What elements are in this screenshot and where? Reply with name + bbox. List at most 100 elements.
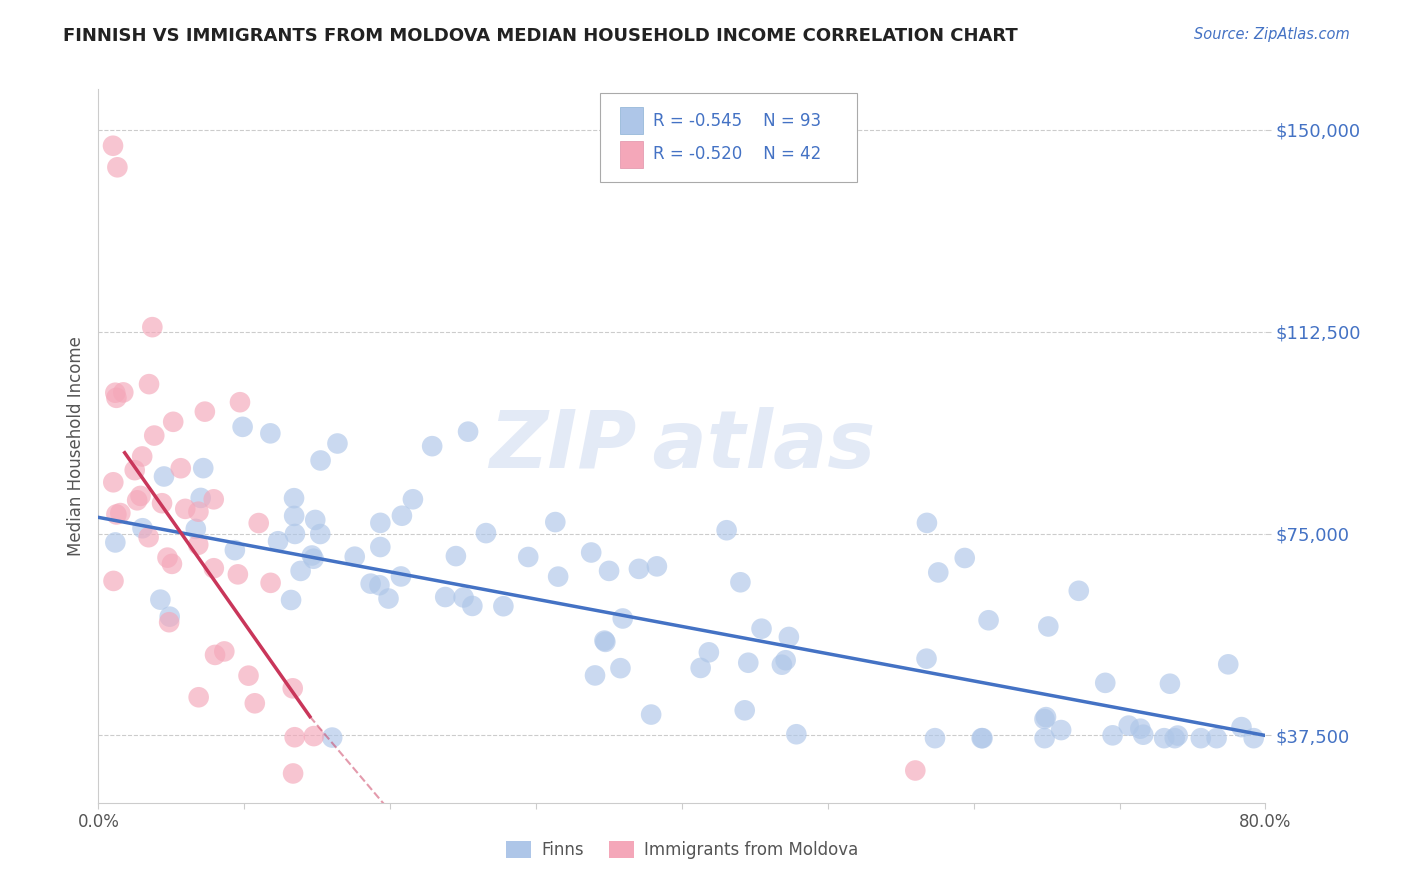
Text: FINNISH VS IMMIGRANTS FROM MOLDOVA MEDIAN HOUSEHOLD INCOME CORRELATION CHART: FINNISH VS IMMIGRANTS FROM MOLDOVA MEDIA… [63,27,1018,45]
Bar [620,141,644,168]
Point [775,653,797,667]
Point [187,690,209,705]
Point [124,463,146,477]
Point [689,661,711,675]
Point [1189,731,1212,746]
Point [224,543,246,558]
Point [970,731,993,746]
Point [187,538,209,552]
Text: Source: ZipAtlas.com: Source: ZipAtlas.com [1194,27,1350,42]
Point [1230,720,1253,734]
Point [785,727,807,741]
Text: R = -0.520    N = 42: R = -0.520 N = 42 [652,145,821,163]
Point [104,535,127,549]
Point [105,508,128,522]
Point [283,508,305,523]
Point [301,549,323,563]
Point [304,513,326,527]
Point [444,549,467,563]
Point [174,501,197,516]
Point [1038,619,1060,633]
Point [290,564,312,578]
Point [598,564,620,578]
Point [1132,728,1154,742]
Point [149,592,172,607]
Point [202,561,225,575]
Point [238,668,260,682]
Point [915,516,938,530]
Point [112,385,135,400]
Point [927,566,949,580]
Point [737,656,759,670]
Point [259,575,281,590]
Point [184,522,207,536]
Point [214,644,236,658]
Point [302,729,325,743]
Point [103,475,125,490]
Point [420,439,443,453]
Point [391,508,413,523]
Point [1094,676,1116,690]
Point [434,590,457,604]
Point [1164,731,1187,746]
Point [232,420,254,434]
Point [104,385,127,400]
Point [284,527,307,541]
Point [103,574,125,588]
Point [1118,718,1140,732]
Point [150,496,173,510]
Point [259,426,281,441]
Point [281,766,304,780]
Point [160,557,183,571]
Point [194,404,217,418]
Point [1153,731,1175,746]
Point [778,630,800,644]
Point [283,491,305,506]
Point [904,764,927,778]
Point [953,551,976,566]
Point [609,661,631,675]
Point [475,526,498,541]
Point [187,505,209,519]
Point [309,527,332,541]
Point [547,569,569,583]
Point [131,521,153,535]
Point [309,453,332,467]
Point [229,395,252,409]
Point [157,615,180,630]
Point [156,550,179,565]
Point [243,696,266,710]
Point [131,450,153,464]
Point [280,593,302,607]
Point [1243,731,1265,746]
Point [457,425,479,439]
Point [697,645,720,659]
Point [1167,729,1189,743]
Point [716,523,738,537]
Point [302,551,325,566]
Point [770,657,793,672]
Point [284,730,307,744]
Point [734,703,756,717]
Point [730,575,752,590]
Point [368,578,391,592]
Point [1129,722,1152,736]
Point [204,648,226,662]
Point [389,569,412,583]
Point [517,549,540,564]
Point [170,461,193,475]
Point [138,530,160,544]
Point [110,506,132,520]
Point [1033,731,1056,746]
Point [544,515,567,529]
Point [105,161,128,175]
Point [226,567,249,582]
Point [377,591,399,606]
Point [1205,731,1227,746]
Point [193,461,215,475]
Point [612,611,634,625]
Point [977,613,1000,627]
Point [105,391,128,405]
Point [579,545,602,559]
Point [370,516,392,530]
